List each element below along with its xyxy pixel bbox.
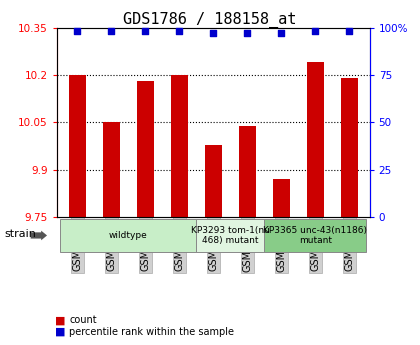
Bar (68, 75, 86, 217)
Bar (307, 62, 324, 217)
Text: wildtype: wildtype (109, 231, 147, 240)
Point (108, 29, 115, 34)
Text: KP3293 tom-1(nu
468) mutant: KP3293 tom-1(nu 468) mutant (191, 226, 270, 245)
Text: ■: ■ (55, 327, 65, 337)
Point (278, 30, 284, 36)
Point (74, 29, 81, 34)
Point (346, 29, 352, 34)
Point (312, 29, 318, 34)
Point (142, 29, 149, 34)
Bar (239, 126, 256, 217)
Text: ■: ■ (55, 315, 65, 325)
Bar (136, 81, 154, 217)
Point (244, 30, 250, 36)
Bar (102, 122, 120, 217)
Bar (341, 78, 358, 217)
Bar (171, 75, 188, 217)
Text: strain: strain (4, 229, 36, 239)
Bar (273, 179, 290, 217)
Point (210, 30, 217, 36)
Text: GDS1786 / 188158_at: GDS1786 / 188158_at (123, 12, 297, 28)
Text: percentile rank within the sample: percentile rank within the sample (69, 327, 234, 337)
Bar (205, 145, 222, 217)
Point (176, 29, 183, 34)
Text: KP3365 unc-43(n1186)
mutant: KP3365 unc-43(n1186) mutant (263, 226, 367, 245)
Text: count: count (69, 315, 97, 325)
